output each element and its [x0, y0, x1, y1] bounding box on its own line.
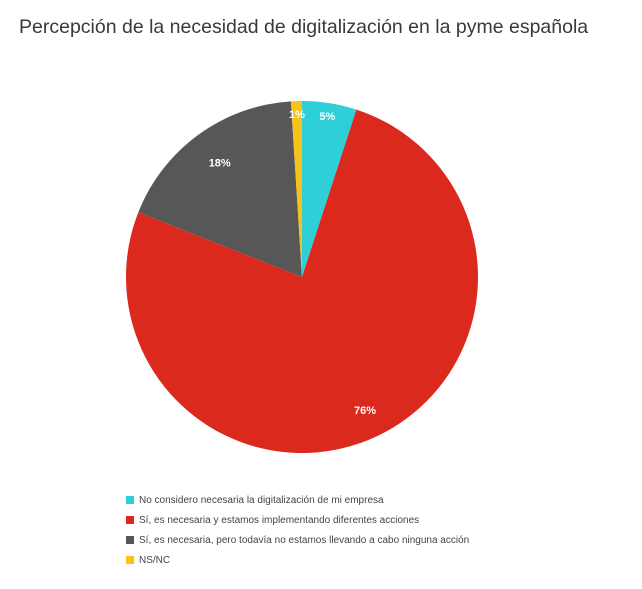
legend-swatch [126, 556, 134, 564]
pie-slice [125, 109, 478, 454]
legend-label: Sí, es necesaria, pero todavía no estamo… [139, 534, 470, 546]
pie-slice [302, 101, 357, 277]
pie-slice [138, 101, 302, 278]
pie-data-label: 18% [209, 158, 231, 170]
pie-data-label: 5% [319, 111, 335, 123]
legend-item: Sí, es necesaria y estamos implementando… [126, 513, 469, 527]
legend-label: Sí, es necesaria y estamos implementando… [139, 514, 420, 526]
legend-item: No considero necesaria la digitalización… [126, 493, 469, 507]
pie-slice [290, 101, 302, 277]
chart-title: Percepción de la necesidad de digitaliza… [19, 16, 589, 38]
legend-item: Sí, es necesaria, pero todavía no estamo… [126, 533, 469, 547]
legend-swatch [126, 516, 134, 524]
pie-data-label: 1% [289, 109, 305, 121]
legend-swatch [126, 536, 134, 544]
legend-item: NS/NC [126, 553, 469, 567]
legend-label: No considero necesaria la digitalización… [139, 494, 384, 506]
pie-slices [125, 101, 478, 454]
pie-data-label: 76% [354, 405, 376, 417]
legend: No considero necesaria la digitalización… [126, 493, 469, 573]
legend-swatch [126, 496, 134, 504]
legend-label: NS/NC [139, 554, 171, 566]
pie-data-labels: 5% 76% 18% 1% [209, 109, 377, 417]
